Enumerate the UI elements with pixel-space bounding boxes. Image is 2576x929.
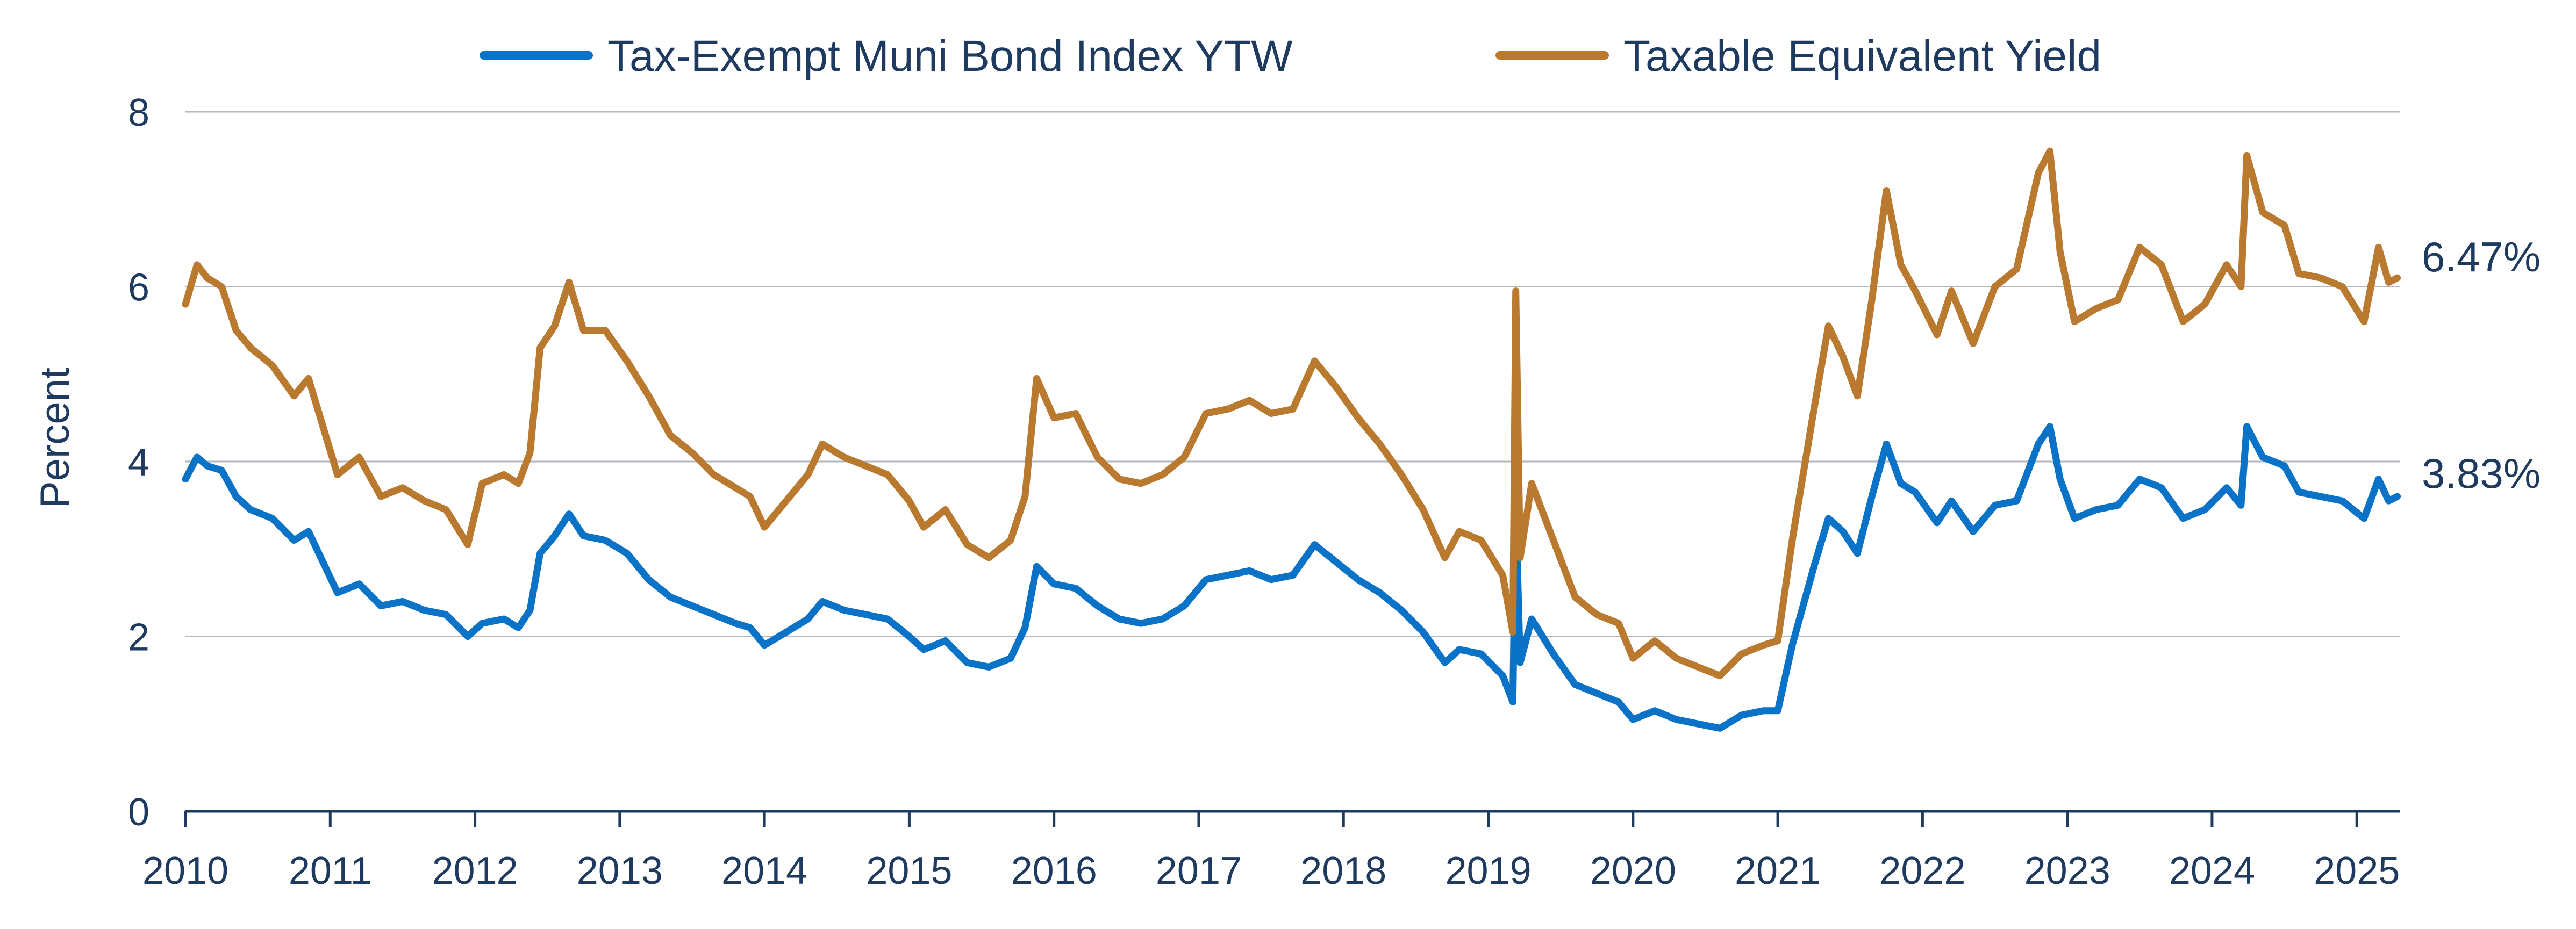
x-tick-label-2017: 2017: [1156, 849, 1242, 892]
x-tick-label-2011: 2011: [289, 849, 372, 892]
x-tick-label-2020: 2020: [1590, 849, 1676, 892]
x-tick-label-2012: 2012: [432, 849, 518, 892]
y-tick-label-0: 0: [128, 791, 149, 834]
x-tick-label-2022: 2022: [1879, 849, 1965, 892]
x-axis-ticks: 2010 2011 2012 2013 2014 2015 2016 2017 2018 2019…: [142, 811, 2400, 892]
x-tick-label-2025: 2025: [2314, 849, 2400, 892]
legend-label-muni-ytw: Tax-Exempt Muni Bond Index YTW: [607, 32, 1293, 81]
y-axis-title: Percent: [32, 368, 78, 508]
end-label-taxable-equivalent: 6.47%: [2422, 233, 2541, 280]
x-tick-label-2010: 2010: [142, 849, 228, 892]
x-tick-label-2024: 2024: [2169, 849, 2255, 892]
y-tick-label-8: 8: [128, 91, 149, 134]
x-tick-label-2018: 2018: [1300, 849, 1386, 892]
end-labels: 6.47% 3.83%: [2422, 233, 2541, 497]
x-tick-label-2016: 2016: [1011, 849, 1097, 892]
y-tick-label-4: 4: [128, 441, 149, 484]
series-line-muni-ytw: [182, 423, 2401, 732]
y-tick-label-2: 2: [128, 616, 149, 659]
x-tick-label-2019: 2019: [1445, 849, 1531, 892]
series-line-taxable-equivalent: [182, 147, 2401, 680]
series-layer: [182, 147, 2401, 732]
y-axis-ticks: 0 2 4 6 8: [128, 91, 149, 834]
x-tick-label-2014: 2014: [721, 849, 807, 892]
x-tick-label-2023: 2023: [2024, 849, 2110, 892]
end-label-muni-ytw: 3.83%: [2422, 450, 2541, 497]
x-tick-label-2013: 2013: [577, 849, 663, 892]
x-tick-label-2021: 2021: [1735, 849, 1821, 892]
legend: Tax-Exempt Muni Bond Index YTW Taxable E…: [480, 32, 2101, 81]
gridlines: [185, 111, 2400, 637]
legend-label-taxable-equivalent: Taxable Equivalent Yield: [1623, 32, 2101, 81]
y-tick-label-6: 6: [128, 267, 149, 309]
x-tick-label-2015: 2015: [866, 849, 952, 892]
